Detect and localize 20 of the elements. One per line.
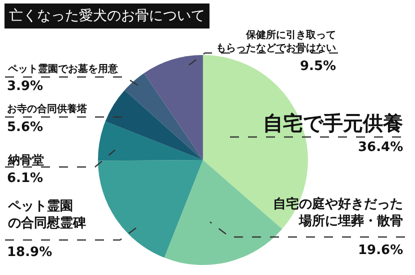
pie-slice <box>98 121 203 161</box>
data-label: 36.4% <box>358 140 404 155</box>
slice-label: お寺の合同供養塔 <box>7 103 88 115</box>
slice-label: 自宅の庭や好きだった場所に埋葬・散骨 <box>273 196 403 229</box>
pie-slice <box>105 90 203 160</box>
data-label: 19.6% <box>358 243 404 258</box>
data-label: 9.5% <box>300 59 336 74</box>
slice-label: 自宅で手元供養 <box>263 111 403 135</box>
slice-label: ペット霊園の合同慰霊碑 <box>7 199 86 231</box>
slice-label: 納骨堂 <box>7 153 44 167</box>
data-label: 18.9% <box>7 245 52 260</box>
data-label: 5.6% <box>7 120 44 135</box>
data-label: 6.1% <box>7 171 44 186</box>
pie-slice <box>124 73 203 160</box>
slice-label: ペット霊園でお墓を用意 <box>7 63 119 75</box>
slice-label: 保健所に引き取ってもらったなどでお骨はない <box>216 29 336 54</box>
chart-title: 亡くなった愛犬のお骨について <box>9 8 205 24</box>
pie-slice <box>98 160 203 258</box>
data-label: 3.9% <box>7 79 44 94</box>
pie-slice <box>144 55 203 160</box>
